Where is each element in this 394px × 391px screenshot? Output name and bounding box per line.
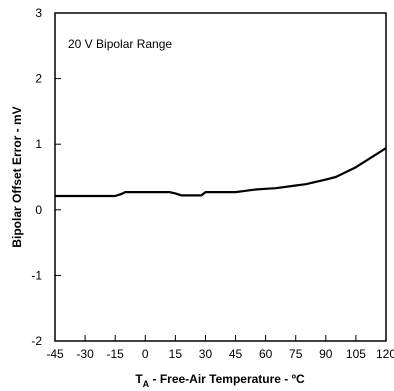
y-axis-title: Bipolar Offset Error - mV: [10, 106, 24, 247]
plot-frame: [54, 12, 387, 342]
x-tick-label: 30: [199, 347, 213, 361]
x-tick-label: 0: [142, 347, 149, 361]
y-tick-label: -1: [31, 268, 42, 282]
x-axis-title-main: T: [135, 372, 143, 386]
x-tick-label: 45: [229, 347, 243, 361]
x-tick-label: -15: [107, 347, 125, 361]
x-tick-label: 120: [376, 347, 394, 361]
x-tick-label: 15: [169, 347, 183, 361]
y-tick-label: 2: [35, 72, 42, 86]
y-tick-label: -2: [31, 334, 42, 348]
y-tick-label: 3: [35, 6, 42, 20]
x-axis-title-subscript: A: [143, 379, 150, 389]
range-annotation: 20 V Bipolar Range: [68, 37, 172, 51]
x-tick-label: 90: [319, 347, 333, 361]
x-tick-label: 60: [259, 347, 273, 361]
y-tick-label: 1: [35, 137, 42, 151]
x-tick-label: -30: [76, 347, 94, 361]
axis-tick-labels: -45 -30 -15 0 15 30 45 60 75 90 105 120 -2 -1 0 1 2 3: [31, 6, 394, 361]
x-tick-label: 75: [289, 347, 303, 361]
x-axis-title-rest: - Free-Air Temperature - ºC: [149, 372, 305, 386]
y-tick-label: 0: [35, 203, 42, 217]
x-axis-title: TA - Free-Air Temperature - ºC: [135, 372, 305, 389]
series-line: [55, 147, 387, 198]
x-tick-label: -45: [46, 347, 64, 361]
axis-ticks: [54, 12, 387, 342]
x-tick-label: 105: [346, 347, 366, 361]
